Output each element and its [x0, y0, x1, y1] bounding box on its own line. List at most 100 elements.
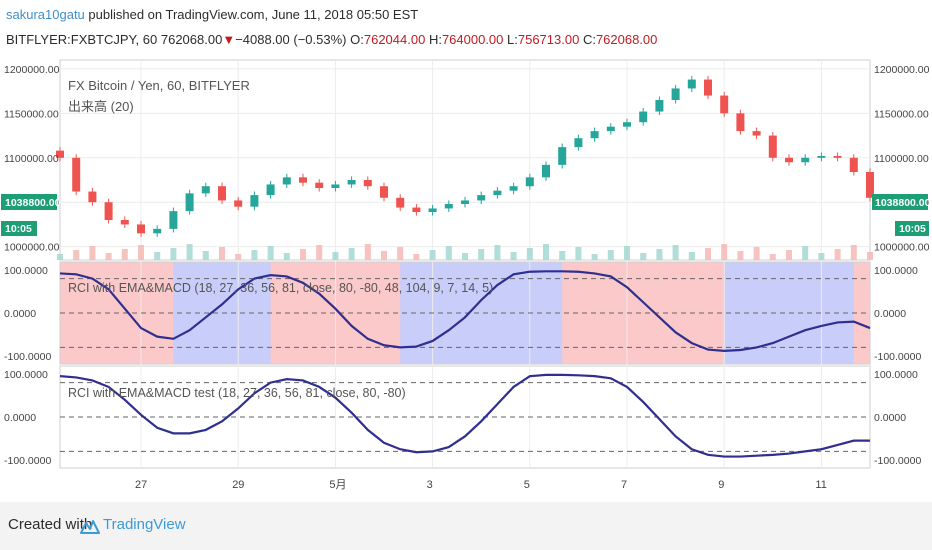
candle-body [849, 157, 858, 172]
tradingview-brand[interactable]: TradingView [103, 516, 186, 533]
price-tag-right-text: 1038800.00 [875, 197, 931, 209]
down-arrow-icon: ▼ [222, 32, 236, 47]
rci-zone [400, 262, 417, 364]
symbol-line: BITFLYER:FXBTCJPY, 60 762068.00▼−4088.00… [6, 32, 657, 47]
x-tick-label: 27 [135, 479, 147, 491]
rci-zone [303, 262, 320, 364]
candle-body [655, 100, 664, 112]
volume-bar [316, 245, 323, 260]
candle-body [623, 122, 631, 127]
rci-zone [546, 262, 563, 364]
candle-body [315, 182, 324, 188]
price-tick-right: 1150000.00 [874, 108, 929, 120]
candle-body [687, 79, 696, 89]
rci-tick-right: 100.0000 [874, 265, 918, 277]
high-label: H: [428, 32, 442, 47]
candle-body [606, 126, 615, 132]
candle-body [282, 177, 291, 185]
price-tick-left: 1150000.00 [4, 108, 59, 120]
volume-bar [202, 251, 209, 260]
volume-bar [607, 250, 614, 260]
candle-body [866, 172, 874, 198]
candle-body [768, 135, 777, 158]
volume-bar [381, 251, 387, 260]
candle-body [461, 200, 469, 204]
created-with-text: Created with [8, 516, 93, 533]
rci-tick-right: -100.0000 [874, 351, 921, 363]
candle-body [72, 157, 81, 192]
volume-bar [105, 253, 112, 260]
last-price: 762068.00 [160, 32, 223, 47]
rci-tick-left: 100.0000 [4, 369, 48, 381]
rci-tick-left: -100.0000 [4, 455, 51, 467]
volume-bar [478, 249, 485, 260]
volume-bar [138, 245, 144, 260]
time-tag-right [895, 221, 929, 236]
publish-line: sakura10gatu published on TradingView.co… [6, 7, 418, 22]
candle-body [396, 197, 405, 208]
volume-bar [462, 253, 468, 260]
volume-bar [543, 244, 549, 260]
rci-zone [384, 262, 401, 364]
candle-body [639, 111, 648, 123]
rci-tick-right: -100.0000 [874, 455, 921, 467]
volume-bar [640, 253, 647, 260]
x-tick-label: 9 [718, 479, 724, 491]
price-tick-right: 1100000.00 [874, 153, 929, 165]
candle-body [234, 200, 243, 207]
rci-tick-left: 100.0000 [4, 265, 48, 277]
author-link[interactable]: sakura10gatu [6, 7, 85, 22]
low-value: 756713.00 [517, 32, 580, 47]
volume-bar [235, 254, 242, 260]
volume-bar [769, 254, 776, 260]
rci-tick-left: 0.0000 [4, 412, 36, 424]
price-tag-left-text: 1038800.00 [5, 197, 61, 209]
chart-svg[interactable]: 27 29 5月 3 5 7 9 11 1200000.00 1200000.00 1150000.… [0, 56, 932, 498]
x-tick-label: 11 [815, 479, 826, 491]
symbol-name: BITFLYER:FXBTCJPY, 60 [6, 32, 158, 47]
chart-area[interactable]: 27 29 5月 3 5 7 9 11 1200000.00 1200000.00 1150000.… [0, 56, 932, 498]
rci-zone [708, 262, 725, 364]
volume-bar [170, 248, 177, 260]
candle-body [185, 193, 194, 212]
volume-bar [413, 254, 420, 260]
price-tick-left: 1000000.00 [4, 242, 60, 254]
time-tag-left-text: 10:05 [5, 223, 32, 235]
rci-tick-right: 100.0000 [874, 369, 918, 381]
volume-bar [867, 252, 873, 260]
rci-zone [724, 262, 741, 364]
volume-bar [802, 246, 809, 260]
candle-body [752, 131, 761, 136]
price-tick-right: 1000000.00 [874, 242, 930, 254]
candle-body [704, 79, 712, 96]
x-tick-label: 5月 [329, 479, 346, 491]
rci-zone [60, 262, 77, 364]
candle-body [817, 156, 826, 158]
volume-bar [786, 250, 792, 260]
volume-bar [73, 250, 80, 260]
volume-bar [818, 253, 825, 260]
tradingview-logo-icon [80, 520, 100, 534]
volume-bar [656, 249, 663, 260]
candle-body [137, 224, 145, 234]
candle-body [574, 138, 583, 148]
volume-bar [510, 252, 517, 260]
volume-bar [850, 245, 857, 260]
candle-body [88, 191, 97, 203]
candle-body [218, 186, 226, 201]
volume-bar [834, 249, 841, 260]
candle-body [542, 164, 550, 178]
price-tag-left [1, 194, 57, 210]
volume-bar [429, 250, 436, 260]
candle-body [347, 180, 356, 185]
rci-zone [789, 262, 806, 364]
high-value: 764000.00 [441, 32, 504, 47]
price-tick-left: 1100000.00 [4, 153, 59, 165]
volume-bar [526, 248, 533, 260]
time-tag-right-text: 10:05 [899, 223, 926, 235]
price-tick-left: 1200000.00 [4, 64, 60, 76]
candle-body [428, 208, 437, 212]
rci-zone [562, 262, 579, 364]
rci-zone [465, 262, 482, 364]
open-label: O: [350, 32, 364, 47]
